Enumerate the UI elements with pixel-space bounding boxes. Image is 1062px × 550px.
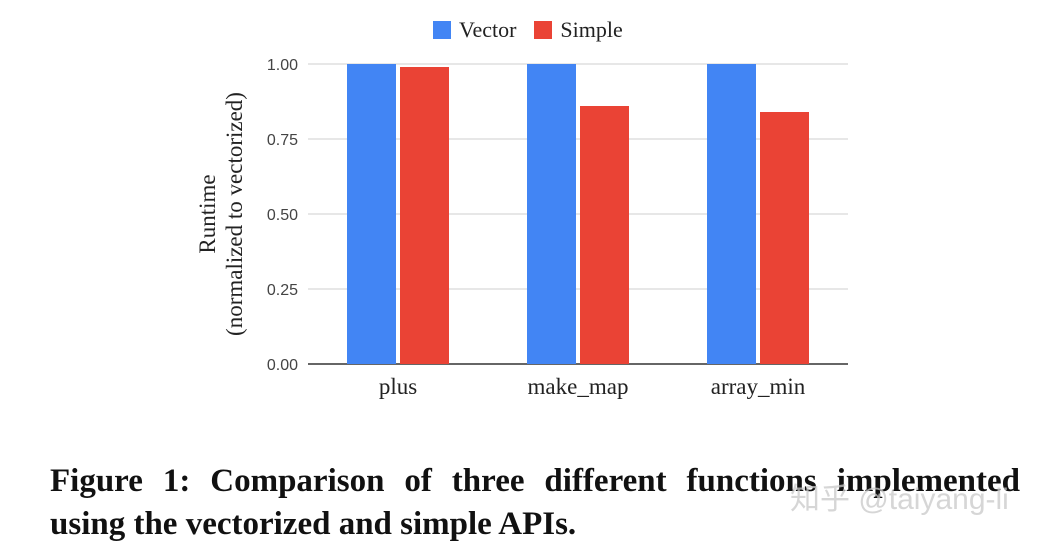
- bar-vector-array-min: [707, 64, 756, 364]
- legend-label-simple: Simple: [560, 17, 623, 42]
- bar-simple-array-min: [760, 112, 809, 364]
- chart-legend: Vector Simple: [433, 16, 623, 44]
- x-tick-label: plus: [379, 374, 417, 399]
- bar-simple-plus: [400, 67, 449, 364]
- y-tick-label: 0.25: [267, 282, 298, 299]
- bar-vector-make-map: [527, 64, 576, 364]
- y-tick-label: 0.00: [267, 357, 298, 374]
- legend-item-simple: Simple: [534, 17, 623, 43]
- x-tick-label: make_map: [528, 374, 629, 399]
- x-tick-label: array_min: [711, 374, 806, 399]
- y-axis-label: Runtime(normalized to vectorized): [195, 92, 247, 336]
- legend-swatch-simple: [534, 21, 553, 39]
- y-axis-label-line: Runtime: [195, 174, 220, 253]
- legend-item-vector: Vector: [433, 17, 516, 43]
- bar-chart: 0.00 0.25 0.50 0.75 1.00 Runtime(normalized t…: [195, 57, 848, 399]
- bar-simple-make-map: [580, 106, 629, 364]
- y-tick-label: 0.75: [267, 132, 298, 149]
- bar-vector-plus: [347, 64, 396, 364]
- figure-caption: Figure 1: Comparison of three different …: [50, 463, 1020, 542]
- y-axis-label-line: (normalized to vectorized): [222, 92, 247, 336]
- legend-swatch-vector: [433, 21, 451, 39]
- legend-label-vector: Vector: [459, 17, 517, 42]
- y-tick-label: 0.50: [267, 207, 298, 224]
- y-tick-label: 1.00: [267, 57, 298, 74]
